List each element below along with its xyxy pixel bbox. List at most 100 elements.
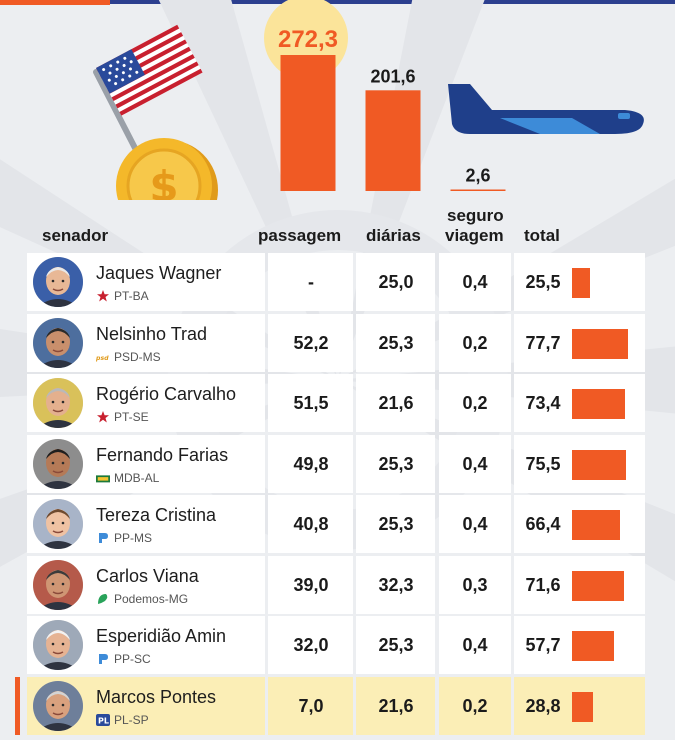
diarias-value: 32,3 (378, 574, 414, 595)
passagem-value: 7,0 (298, 695, 324, 716)
pt-star-icon (96, 289, 114, 303)
party-label: PT-SE (96, 410, 149, 424)
svg-text:$: $ (149, 162, 178, 200)
header-seguro-line2: viagem (445, 226, 504, 245)
senator-name: Tereza Cristina (96, 505, 217, 525)
cell-background (439, 495, 511, 553)
passagem-value: 49,8 (293, 453, 329, 474)
total-bar (572, 328, 628, 359)
diarias-value: 25,3 (378, 514, 414, 534)
diarias-value: 21,6 (378, 695, 414, 716)
passagem-value: 39,0 (293, 574, 329, 595)
party-label: psd PSD-MS (96, 350, 161, 364)
coin-dollar-icon: $ (116, 138, 218, 200)
avatar (33, 559, 83, 610)
seguro-value: 0,4 (462, 272, 488, 292)
bar-value-label: 201,6 (370, 66, 415, 86)
table-row: Nelsinho Trad psd PSD-MS 52,2 25,3 0,2 77,7 (27, 313, 645, 372)
total-bar (572, 510, 620, 540)
seguro-value: 0,4 (462, 514, 488, 534)
table-row: Carlos Viana Podemos-MG 39,0 32,3 0,3 71,6 (27, 555, 645, 614)
total-bar (572, 631, 614, 661)
party-label: PT-BA (96, 289, 149, 303)
pt-star-icon (96, 410, 114, 424)
cell-background (439, 555, 511, 614)
total-bar (572, 268, 590, 298)
table-row: Esperidião Amin PP-SC 32,0 25,3 0,4 57,7 (27, 616, 645, 674)
party-text: PSD-MS (114, 349, 161, 364)
total-value: 28,8 (525, 695, 561, 716)
bar-value-label: 272,3 (278, 26, 338, 53)
senator-name: Esperidião Amin (96, 626, 227, 646)
cell-background (439, 313, 511, 372)
passagem-value: - (308, 272, 314, 292)
header-senador: senador (42, 226, 109, 245)
senator-name: Carlos Viana (96, 565, 199, 586)
seguro-value: 0,2 (462, 332, 488, 353)
party-label: PL PL-SP (96, 713, 149, 727)
seguro-value: 0,4 (462, 635, 488, 655)
cell-background (268, 555, 353, 614)
bar-passagem (280, 55, 336, 191)
senator-name: Fernando Farias (96, 444, 229, 465)
party-label: MDB-AL (96, 471, 159, 485)
avatar (33, 620, 83, 670)
cell-background (439, 374, 511, 432)
cell-background (356, 253, 435, 311)
bar-value-label: 2,6 (465, 166, 490, 186)
cell-background (356, 555, 435, 614)
cell-background (439, 434, 511, 493)
svg-text:PL: PL (98, 716, 109, 725)
avatar (33, 680, 83, 731)
bar-diárias (365, 90, 421, 191)
seguro-value: 0,4 (462, 453, 488, 474)
party-text: PL-SP (114, 712, 149, 727)
party-label: PP-MS (96, 531, 152, 545)
diarias-value: 21,6 (378, 393, 414, 413)
podemos-logo-icon (96, 592, 114, 606)
party-text: PP-MS (114, 531, 153, 545)
summary-bar-chart: $ 272,3 201,6 2,6 (93, 0, 644, 200)
seguro-value: 0,2 (462, 393, 488, 413)
bar-seguro-viagem (450, 189, 506, 191)
total-value: 66,4 (525, 514, 561, 534)
total-value: 73,4 (525, 393, 561, 413)
cell-background (356, 313, 435, 372)
avatar (33, 499, 83, 549)
passagem-value: 52,2 (293, 332, 329, 353)
senator-name: Jaques Wagner (96, 263, 222, 283)
party-text: PP-SC (114, 652, 151, 666)
party-text: PT-SE (114, 410, 149, 424)
total-value: 75,5 (525, 453, 561, 474)
senator-name: Nelsinho Trad (96, 323, 208, 344)
cell-background (439, 676, 511, 735)
total-bar (572, 691, 593, 722)
table-row: Rogério Carvalho PT-SE 51,5 21,6 0,2 73,4 (27, 374, 645, 432)
party-text: Podemos-MG (114, 591, 189, 606)
header-total: total (524, 226, 560, 245)
total-value: 57,7 (525, 635, 561, 655)
total-value: 25,5 (525, 272, 561, 292)
cell-background (439, 616, 511, 674)
psd-logo-icon: psd (96, 350, 114, 364)
header-seguro-line1: seguro (447, 206, 504, 225)
party-label: Podemos-MG (96, 592, 188, 606)
avatar (33, 257, 83, 307)
cell-background (356, 374, 435, 432)
total-value: 71,6 (525, 574, 561, 595)
cell-background (268, 313, 353, 372)
cell-background (439, 253, 511, 311)
seguro-value: 0,3 (462, 574, 488, 595)
cell-background (356, 616, 435, 674)
avatar (33, 378, 83, 428)
table-row: Marcos Pontes PL PL-SP 7,0 21,6 0,2 28,8 (15, 676, 645, 735)
party-text: MDB-AL (114, 470, 160, 485)
svg-text:psd: psd (96, 355, 109, 362)
diarias-value: 25,3 (378, 635, 414, 655)
top-accent (0, 0, 110, 5)
pp-logo-icon (96, 652, 114, 666)
table-row: Tereza Cristina PP-MS 40,8 25,3 0,4 66,4 (27, 495, 645, 553)
pp-logo-icon (96, 531, 114, 545)
pl-logo-icon: PL (96, 713, 114, 727)
usa-flag-icon (93, 24, 203, 153)
